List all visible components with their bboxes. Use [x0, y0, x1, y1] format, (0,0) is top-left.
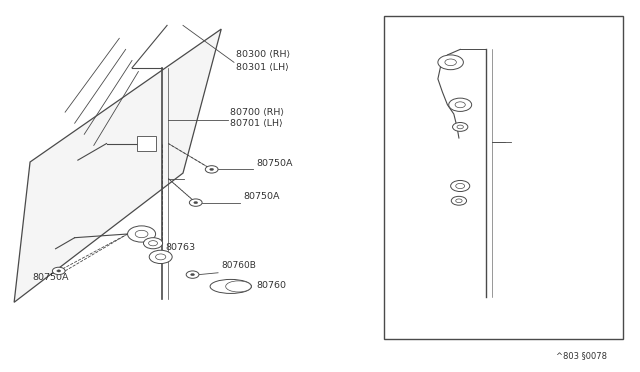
Circle shape: [57, 270, 61, 272]
Circle shape: [205, 166, 218, 173]
Circle shape: [148, 241, 157, 246]
Circle shape: [449, 98, 472, 112]
Circle shape: [156, 254, 166, 260]
Text: 80750A: 80750A: [32, 273, 68, 282]
Circle shape: [451, 180, 470, 192]
Text: 80701 ⟨LH⟩: 80701 ⟨LH⟩: [513, 140, 560, 149]
Text: 80750A: 80750A: [256, 158, 292, 167]
Bar: [384, 16, 623, 339]
Bar: [137, 136, 156, 151]
Circle shape: [135, 230, 148, 238]
Circle shape: [456, 199, 462, 203]
Text: 80730 ⟨RH⟩: 80730 ⟨RH⟩: [397, 254, 445, 263]
Text: F/POWER WINDOW: F/POWER WINDOW: [392, 27, 477, 36]
Text: 80763: 80763: [166, 243, 196, 253]
Circle shape: [445, 59, 456, 65]
Text: 80731 ⟨LH⟩: 80731 ⟨LH⟩: [397, 266, 448, 275]
Circle shape: [210, 168, 214, 170]
Circle shape: [143, 238, 163, 249]
Circle shape: [457, 125, 463, 129]
Text: 80750A: 80750A: [244, 192, 280, 201]
Ellipse shape: [226, 281, 251, 292]
Circle shape: [438, 55, 463, 70]
Circle shape: [452, 122, 468, 131]
Text: 80700 ⟨RH⟩: 80700 ⟨RH⟩: [230, 108, 284, 116]
Text: 80701 ⟨LH⟩: 80701 ⟨LH⟩: [230, 119, 282, 128]
Text: 80760B: 80760B: [221, 261, 256, 270]
Ellipse shape: [210, 279, 252, 294]
Text: 80301 ⟨LH⟩: 80301 ⟨LH⟩: [236, 62, 289, 71]
Circle shape: [455, 102, 465, 108]
Circle shape: [451, 196, 467, 205]
Circle shape: [194, 202, 198, 204]
Circle shape: [456, 183, 465, 189]
Text: ^803 §0078: ^803 §0078: [556, 351, 607, 360]
Polygon shape: [14, 29, 221, 302]
Text: 80760: 80760: [256, 281, 286, 290]
Circle shape: [149, 250, 172, 263]
Circle shape: [52, 267, 65, 275]
Circle shape: [186, 271, 199, 278]
Circle shape: [191, 273, 195, 276]
Circle shape: [189, 199, 202, 206]
Text: 80300 ⟨RH⟩: 80300 ⟨RH⟩: [236, 50, 290, 60]
Circle shape: [127, 226, 156, 242]
Text: 80700 ⟨RH⟩: 80700 ⟨RH⟩: [513, 130, 561, 139]
